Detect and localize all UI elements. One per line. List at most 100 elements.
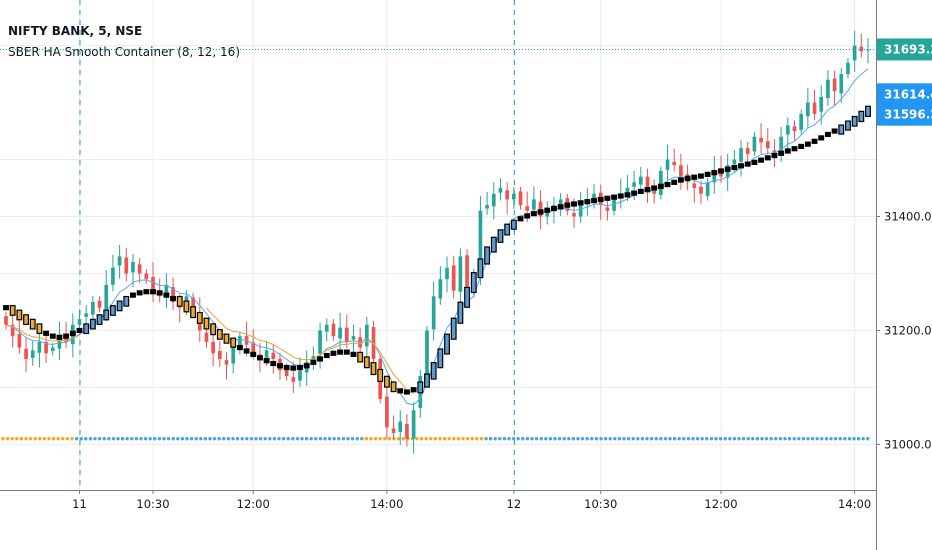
candle-body xyxy=(505,190,510,200)
x-tick-label: 10:30 xyxy=(584,497,617,511)
signal-dot xyxy=(171,437,175,441)
candle-body xyxy=(391,428,396,434)
ha-box xyxy=(330,350,337,356)
candle-body xyxy=(405,423,409,439)
signal-dot xyxy=(824,437,829,441)
ha-box xyxy=(484,246,491,265)
candle-body xyxy=(284,368,289,377)
signal-dot xyxy=(47,437,51,441)
signal-dot xyxy=(263,437,267,441)
candle-body xyxy=(84,313,89,317)
candle-body xyxy=(385,396,389,428)
signal-dot xyxy=(148,437,152,441)
price-tag-label: 31596.28 xyxy=(884,108,932,122)
signal-dot xyxy=(594,437,599,441)
signal-dot xyxy=(153,437,157,441)
ha-box xyxy=(310,359,317,365)
signal-dot xyxy=(217,437,221,441)
signal-dot xyxy=(70,437,74,441)
signal-dot xyxy=(493,437,497,441)
time-axis[interactable] xyxy=(0,490,876,550)
candle-body xyxy=(638,176,643,185)
signal-dot xyxy=(502,437,507,441)
candles xyxy=(4,30,870,454)
candle-body xyxy=(251,342,256,354)
ha-box xyxy=(190,306,197,319)
signal-dot xyxy=(346,437,350,441)
price-tag xyxy=(877,83,932,106)
signal-dot xyxy=(93,437,97,441)
signal-dot xyxy=(525,437,530,441)
ha-box xyxy=(69,330,76,336)
signal-dot xyxy=(42,437,47,441)
signal-dot xyxy=(166,437,171,441)
signal-dot xyxy=(157,437,162,441)
ha-box xyxy=(691,174,698,180)
ha-box xyxy=(724,166,731,172)
signal-dot xyxy=(810,437,815,441)
candle-body xyxy=(832,78,837,92)
candle-body xyxy=(692,183,697,189)
signal-dot xyxy=(714,437,718,441)
signal-dot xyxy=(677,437,681,441)
candle-body xyxy=(572,213,576,217)
candle-body xyxy=(351,336,356,340)
signal-dot xyxy=(764,437,769,441)
signal-dot xyxy=(1,437,5,441)
candle-body xyxy=(806,102,810,117)
ha-box xyxy=(490,236,497,253)
signal-dot xyxy=(452,437,456,441)
signal-dot xyxy=(231,437,235,441)
signal-dot xyxy=(539,437,543,441)
candle-body xyxy=(111,267,115,285)
signal-dot xyxy=(507,437,511,441)
ha-box xyxy=(537,209,544,215)
session-breaks xyxy=(79,0,515,490)
price-axis[interactable] xyxy=(876,0,932,550)
signal-dot xyxy=(475,437,479,441)
signal-dot xyxy=(654,437,658,441)
ha-box xyxy=(143,289,150,295)
signal-dot xyxy=(622,437,626,441)
candle-body xyxy=(625,188,630,195)
ha-box xyxy=(791,146,798,152)
ha-box xyxy=(664,182,671,188)
ha-box xyxy=(824,131,831,138)
ha-box xyxy=(130,292,136,298)
signal-dot xyxy=(304,437,309,441)
ha-box xyxy=(357,351,364,363)
candle-body xyxy=(291,377,296,382)
candle-body xyxy=(91,301,95,315)
ha-smooth-boxes xyxy=(3,105,871,395)
signal-dot xyxy=(199,437,203,441)
candle-body xyxy=(231,347,236,364)
signal-dot xyxy=(456,437,461,441)
ha-box xyxy=(3,305,9,311)
ha-box xyxy=(277,363,283,369)
candle-body xyxy=(411,410,416,439)
signal-dot xyxy=(24,437,28,441)
signal-dot xyxy=(295,437,300,441)
signal-dot xyxy=(833,437,838,441)
signal-dot xyxy=(659,437,663,441)
candle-body xyxy=(17,333,22,348)
candle-body xyxy=(645,176,650,189)
signal-dot xyxy=(65,437,70,441)
moving-average-lines xyxy=(5,68,869,406)
ha-box xyxy=(771,152,778,159)
indicator-label[interactable]: SBER HA Smooth Container (8, 12, 16) xyxy=(8,45,240,59)
x-tick-label: 14:00 xyxy=(370,497,403,511)
signal-dot xyxy=(97,437,102,441)
signal-dot xyxy=(56,437,60,441)
signal-dot xyxy=(580,437,585,441)
ma-line-orange xyxy=(206,307,414,394)
price-tag-label: 31614.47 xyxy=(884,87,932,101)
signal-dot xyxy=(769,437,773,441)
signal-dot xyxy=(640,437,645,441)
ha-box xyxy=(163,292,170,298)
signal-dot xyxy=(838,437,842,441)
ha-box xyxy=(464,286,471,308)
signal-dot xyxy=(249,437,254,441)
price-tags: 31693.20 31614.47 31596.28 xyxy=(0,38,932,126)
